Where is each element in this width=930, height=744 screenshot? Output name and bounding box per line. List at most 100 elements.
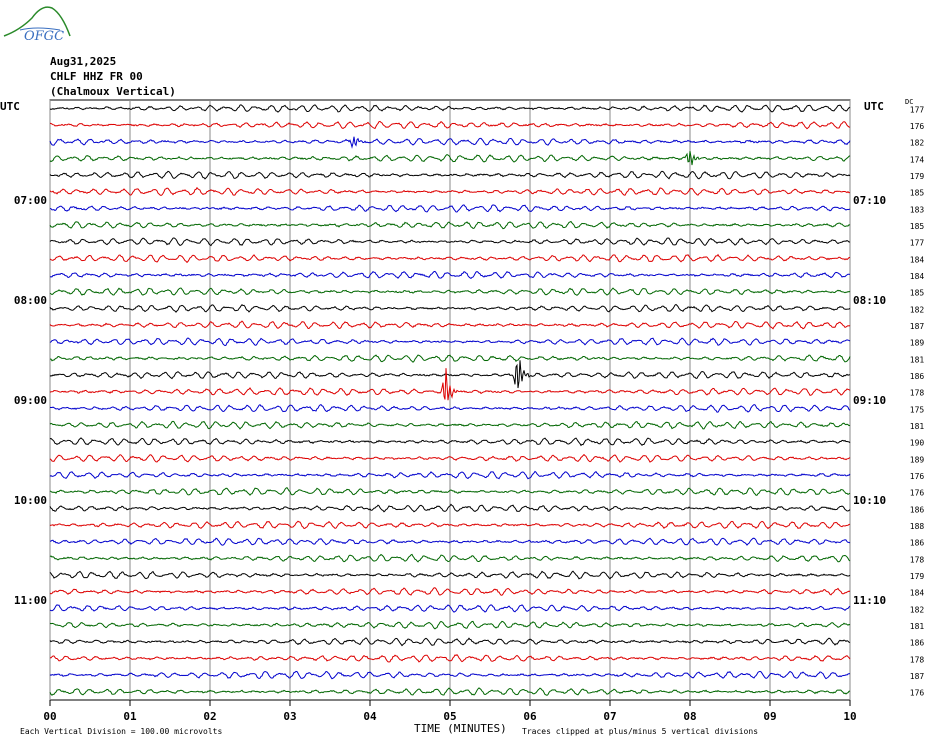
dc-offset-label: 174 [910,155,925,164]
right-hour-label: 09:10 [853,394,886,407]
x-tick-label: 10 [843,710,856,723]
trace-line [49,404,851,413]
trace-line [49,360,851,389]
dc-offset-label: 184 [910,272,925,281]
dc-offset-label: 184 [910,255,925,264]
trace-line [49,453,851,463]
trace-line [49,670,851,680]
x-tick-label: 08 [683,710,696,723]
dc-offset-label: 179 [910,172,925,181]
trace-line [49,204,851,213]
trace-line [49,368,851,401]
trace-line [49,120,851,130]
trace-line [49,303,851,313]
left-hour-label: 09:00 [14,394,47,407]
trace-line [49,604,851,613]
dc-offset-label: 185 [910,222,925,231]
trace-line [49,420,851,430]
x-tick-label: 01 [123,710,137,723]
trace-line [49,503,851,513]
trace-line [49,320,851,330]
trace-line [49,237,850,247]
x-tick-label: 06 [523,710,537,723]
trace-line [49,186,851,196]
dc-offset-label: 183 [910,205,925,214]
trace-line [49,253,851,264]
logo-text: OFGC [24,29,64,44]
scale-note: Each Vertical Division = 100.00 microvol… [20,727,223,736]
clip-note: Traces clipped at plus/minus 5 vertical … [522,727,759,736]
dc-offset-label: 190 [910,439,925,448]
trace-line [49,587,851,596]
dc-offset-label: 187 [910,672,925,681]
trace-line [49,354,851,363]
trace-line [49,553,851,563]
dc-offset-label: 186 [910,505,925,514]
trace-line [49,104,851,113]
trace-line [49,520,851,530]
trace-line [49,220,851,230]
x-tick-label: 05 [443,710,456,723]
trace-line [49,620,851,630]
left-hour-label: 10:00 [14,494,47,507]
right-utc-label: UTC [864,100,884,113]
left-hour-label: 07:00 [14,194,47,207]
dc-offset-label: 184 [910,589,925,598]
trace-line [49,687,851,696]
dc-offset-label: 189 [910,455,925,464]
ofgc-logo: OFGC [3,6,71,44]
trace-line [49,170,851,180]
trace-line [49,487,851,496]
station-name: (Chalmoux Vertical) [50,85,176,98]
dc-offset-label: 187 [910,322,925,331]
left-utc-label: UTC [0,100,20,113]
dc-offset-label: 176 [910,489,925,498]
trace-line [49,136,851,149]
dc-offset-label: 186 [910,372,925,381]
dc-offset-label: 181 [910,622,925,631]
x-axis-title: TIME (MINUTES) [414,722,507,735]
trace-line [49,570,851,580]
dc-offset-label: 185 [910,189,925,198]
x-tick-label: 00 [43,710,56,723]
dc-offset-label: 185 [910,289,925,298]
trace-line [49,437,851,447]
trace-line [49,337,851,347]
right-hour-label: 08:10 [853,294,886,307]
x-tick-label: 09 [763,710,776,723]
dc-offset-label: 181 [910,422,925,431]
dc-offset-label: 177 [910,105,925,114]
dc-offset-label: 176 [910,689,925,698]
record-date: Aug31,2025 [50,55,117,68]
dc-offset-label: 189 [910,339,925,348]
dc-offset-label: 178 [910,389,925,398]
right-hour-label: 10:10 [853,494,886,507]
right-hour-label: 07:10 [853,194,886,207]
right-hour-label: 11:10 [853,594,886,607]
dc-offset-label: 175 [910,405,925,414]
x-tick-label: 02 [203,710,216,723]
trace-line [49,270,851,280]
channel-name: CHLF HHZ FR 00 [50,70,143,83]
dc-offset-label: 178 [910,655,925,664]
traces [49,104,851,696]
dc-offset-label: 176 [910,472,925,481]
trace-line [49,470,851,480]
dc-offset-label: 179 [910,572,925,581]
trace-line [49,654,851,663]
dc-offset-label: 182 [910,305,925,314]
left-hour-label: 11:00 [14,594,47,607]
dc-offset-label: 182 [910,139,925,148]
dc-offset-label: 188 [910,522,925,531]
labels: 00 01 02 03 04 05 06 07 08 09 10 177 176 182 174 179 185… [14,105,925,723]
x-tick-label: 03 [283,710,296,723]
dc-offset-label: 178 [910,555,925,564]
trace-line [49,151,851,166]
dc-offset-label: 181 [910,355,925,364]
grid [49,99,851,706]
dc-offset-label: 176 [910,122,925,131]
trace-line [49,287,851,296]
x-tick-label: 04 [363,710,377,723]
dc-offset-label: 186 [910,539,925,548]
